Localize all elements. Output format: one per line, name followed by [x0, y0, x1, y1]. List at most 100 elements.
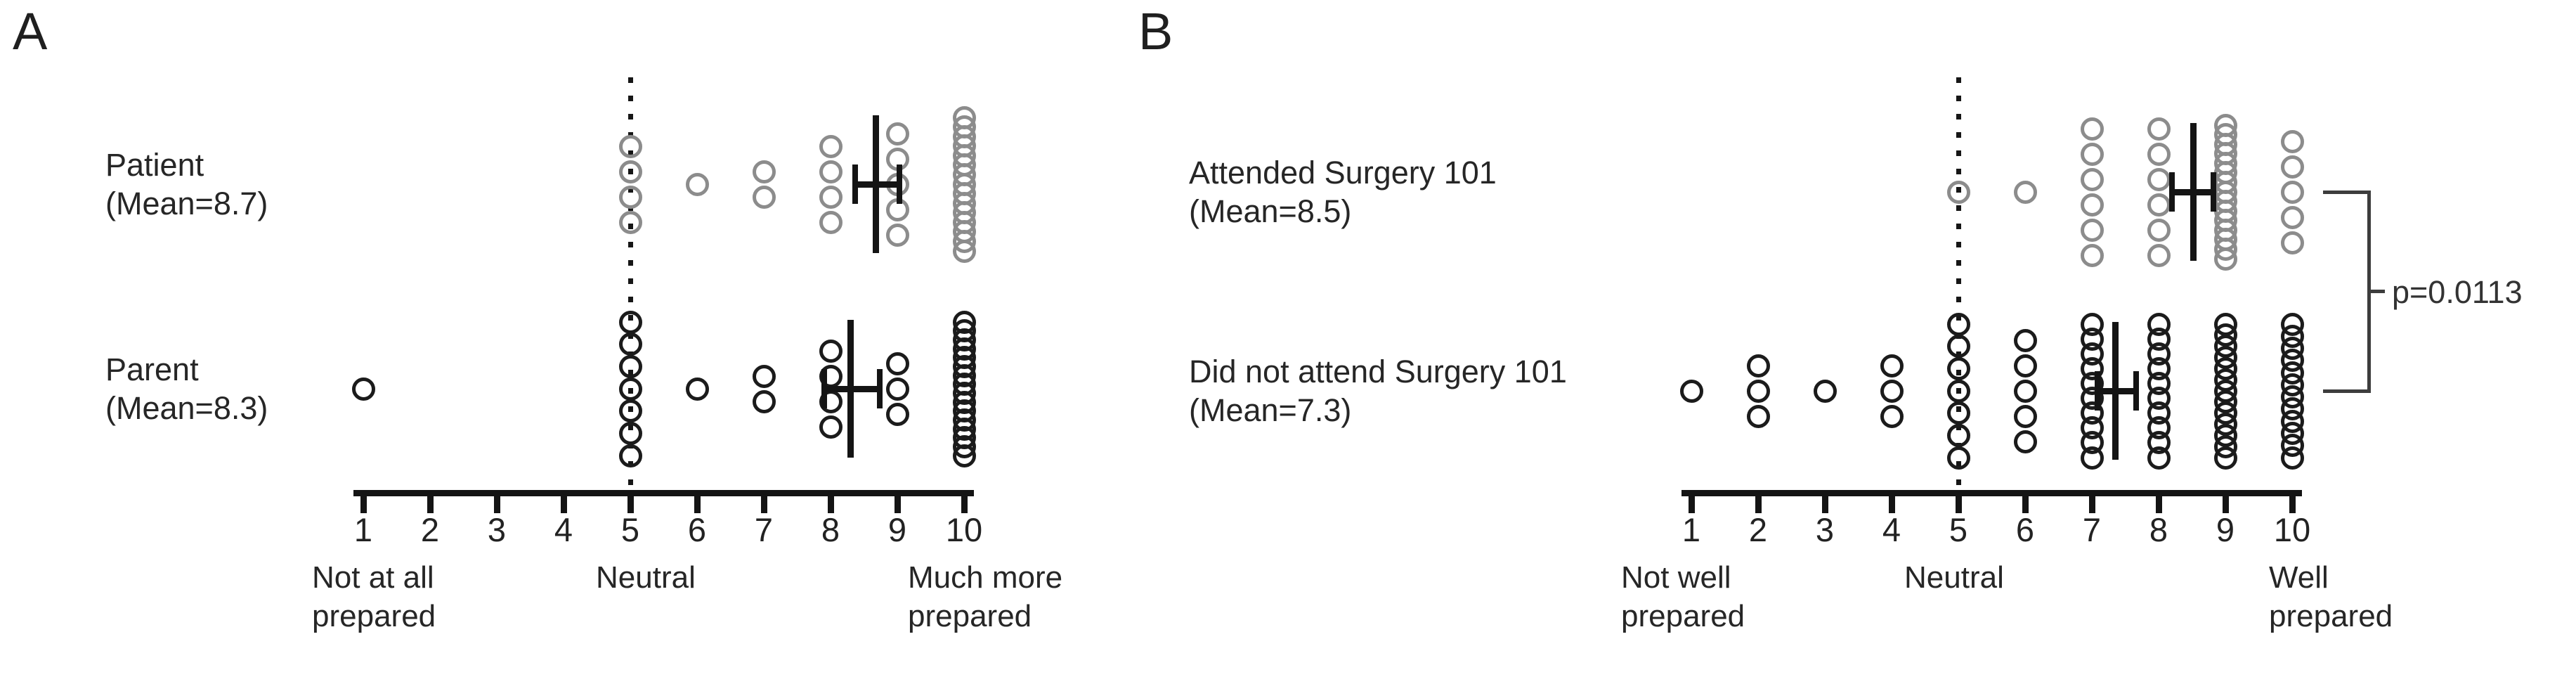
significance-bracket-bottom-arm: [2323, 389, 2371, 393]
data-point: [2080, 218, 2104, 242]
data-point: [952, 239, 976, 263]
axis-anchor-label-line: prepared: [1621, 599, 1745, 633]
data-point: [2147, 446, 2171, 470]
axis-anchor-label-line: prepared: [2269, 599, 2393, 633]
axis-tick-label: 7: [754, 511, 774, 548]
data-point: [1946, 379, 1970, 403]
axis-tick: [427, 495, 434, 513]
axis-anchor-label-line: Neutral: [596, 560, 696, 595]
axis-tick-label: 3: [487, 511, 507, 548]
data-point: [2013, 430, 2037, 453]
significance-bracket-mid-tick: [2367, 290, 2385, 293]
data-point: [885, 377, 909, 401]
data-point: [1946, 423, 1970, 447]
row-group-label: Attended Surgery 101 (Mean=8.5): [1189, 153, 1497, 231]
row-group-name: Attended Surgery 101: [1189, 155, 1497, 191]
axis-tick: [1688, 495, 1695, 513]
data-point: [618, 399, 642, 423]
data-point: [2147, 243, 2171, 267]
axis-anchor-label: Well prepared: [2269, 558, 2393, 635]
axis-tick-label: 10: [2273, 511, 2311, 548]
data-point: [618, 210, 642, 234]
ci-cap-right: [896, 164, 902, 204]
axis-tick-label: 6: [2015, 511, 2035, 548]
axis-tick-label: 7: [2082, 511, 2102, 548]
data-point: [1746, 379, 1770, 403]
data-point: [1746, 354, 1770, 378]
axis-tick: [627, 495, 634, 513]
data-point: [819, 160, 843, 183]
data-point: [1813, 379, 1837, 403]
ci-cap-left: [852, 164, 859, 204]
axis-anchor-label-line: Not well: [1621, 560, 1731, 595]
data-point: [819, 210, 843, 234]
data-point: [819, 185, 843, 209]
axis-tick-label: 10: [945, 511, 983, 548]
axis-tick-label: 5: [1949, 511, 1968, 548]
axis-tick-label: 1: [1681, 511, 1701, 548]
axis-anchor-label-line: Well: [2269, 560, 2329, 595]
data-point: [752, 185, 776, 209]
data-point: [819, 339, 843, 363]
row-group-label: Parent (Mean=8.3): [105, 350, 268, 427]
row-group-mean: (Mean=8.7): [105, 186, 268, 221]
data-point: [1946, 356, 1970, 380]
data-point: [2080, 142, 2104, 166]
row-group-name: Did not attend Surgery 101: [1189, 354, 1567, 389]
axis-anchor-label-line: Not at all: [312, 560, 434, 595]
x-axis-line: [353, 490, 974, 496]
axis-tick-label: 4: [1882, 511, 1901, 548]
data-point: [685, 172, 709, 196]
data-point: [2280, 231, 2304, 254]
ci-bar: [824, 385, 880, 392]
data-point: [752, 160, 776, 183]
axis-tick: [2022, 495, 2029, 513]
data-point: [2280, 205, 2304, 229]
axis-anchor-label: Not well prepared: [1621, 558, 1745, 635]
row-group-name: Patient: [105, 147, 204, 183]
data-point: [618, 134, 642, 158]
axis-tick: [760, 495, 767, 513]
ci-bar: [855, 181, 899, 188]
axis-tick: [694, 495, 701, 513]
axis-tick: [894, 495, 901, 513]
data-point: [685, 377, 709, 401]
data-point: [1946, 446, 1970, 470]
data-point: [2147, 117, 2171, 141]
axis-anchor-label-line: Much more: [908, 560, 1063, 595]
axis-tick-label: 2: [420, 511, 440, 548]
axis-anchor-label-line: prepared: [312, 599, 436, 633]
axis-tick: [1888, 495, 1895, 513]
axis-tick-label: 1: [353, 511, 373, 548]
row-group-mean: (Mean=7.3): [1189, 392, 1352, 428]
axis-tick-label: 2: [1748, 511, 1768, 548]
data-point: [2147, 218, 2171, 242]
axis-tick-label: 6: [687, 511, 707, 548]
axis-tick: [827, 495, 834, 513]
axis-tick: [360, 495, 367, 513]
data-point: [1880, 404, 1904, 428]
data-point: [885, 351, 909, 375]
ci-cap-right: [2133, 371, 2139, 411]
data-point: [885, 122, 909, 146]
data-point: [618, 444, 642, 467]
axis-tick: [493, 495, 500, 513]
data-point: [2213, 247, 2237, 271]
axis-anchor-label: Neutral: [1904, 558, 2004, 597]
data-point: [2080, 243, 2104, 267]
data-point: [2147, 167, 2171, 191]
data-point: [2280, 180, 2304, 204]
axis-tick: [1955, 495, 1962, 513]
data-point: [2013, 180, 2037, 204]
axis-tick-label: 4: [554, 511, 573, 548]
data-point: [2013, 328, 2037, 352]
ci-cap-right: [877, 369, 883, 408]
ci-cap-left: [821, 369, 827, 408]
axis-tick: [2222, 495, 2229, 513]
data-point: [618, 333, 642, 356]
row-group-name: Parent: [105, 351, 199, 387]
data-point: [1746, 404, 1770, 428]
data-point: [618, 160, 642, 183]
row-group-mean: (Mean=8.5): [1189, 193, 1352, 229]
